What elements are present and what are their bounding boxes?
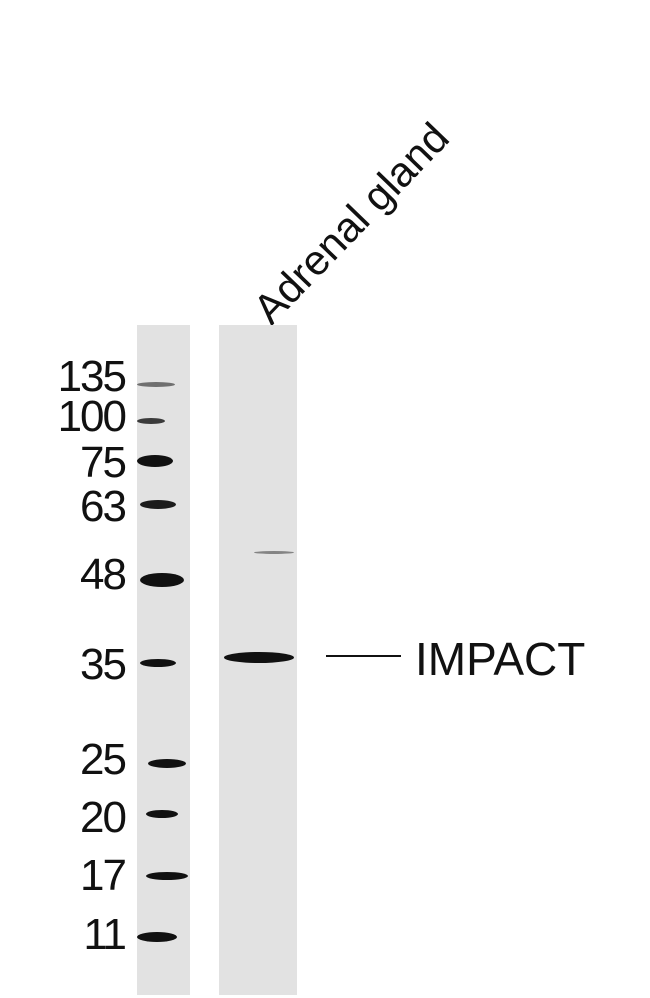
sample-band-faint — [254, 551, 294, 554]
mw-label-100: 100 — [57, 392, 127, 441]
mw-label-11: 11 — [83, 910, 127, 959]
marker-band-100 — [137, 418, 165, 424]
marker-band-75 — [137, 455, 173, 467]
marker-band-20 — [146, 810, 178, 818]
mw-label-17: 17 — [80, 851, 127, 900]
target-label: IMPACT — [415, 633, 586, 685]
sample-band-impact — [224, 652, 294, 663]
mw-label-135: 135 — [57, 352, 127, 401]
mw-label-48: 48 — [80, 550, 127, 599]
mw-label-75: 75 — [80, 438, 127, 487]
marker-band-135 — [137, 382, 175, 387]
mw-label-35: 35 — [80, 640, 127, 689]
mw-label-20: 20 — [80, 793, 127, 842]
marker-band-17 — [146, 872, 188, 880]
marker-band-25 — [148, 759, 186, 768]
lane-label-adrenal-gland: Adrenal gland — [244, 113, 458, 333]
marker-band-48 — [140, 573, 184, 587]
mw-label-25: 25 — [80, 735, 127, 784]
target-indicator-line — [326, 655, 401, 657]
marker-band-35 — [140, 659, 176, 667]
marker-band-63 — [140, 500, 176, 509]
marker-band-11 — [137, 932, 177, 942]
mw-label-63: 63 — [80, 482, 127, 531]
